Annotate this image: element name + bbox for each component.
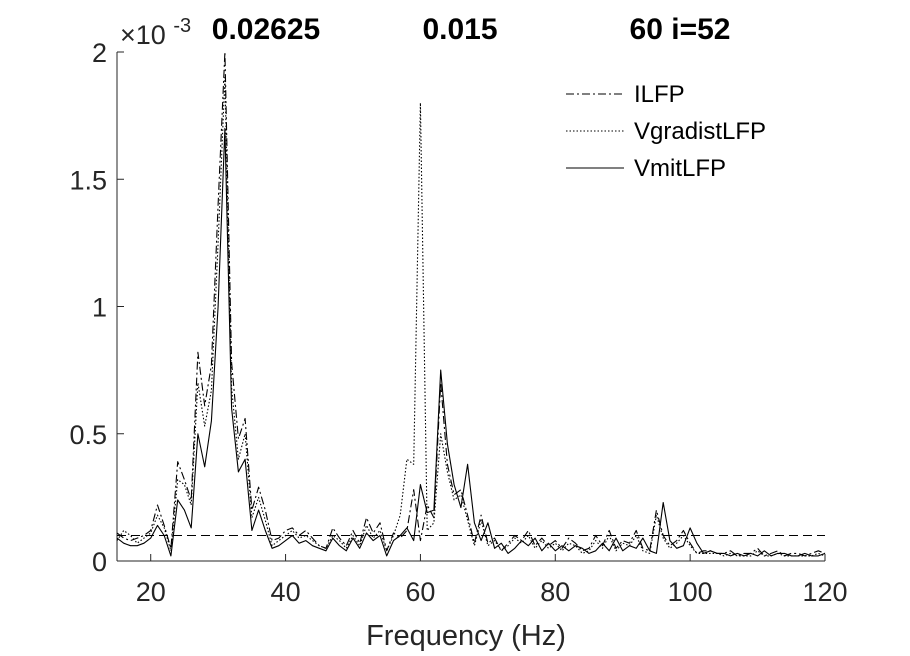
x-tick-label: 120 (802, 577, 847, 607)
y-tick-label: 1.5 (69, 165, 107, 195)
x-tick-label: 100 (668, 577, 713, 607)
series-line-vgradistlfp (116, 76, 826, 557)
y-tick-label: 0 (92, 547, 107, 577)
y-exponent-label: ×10 -3 (120, 15, 191, 50)
y-tick-label: 1 (92, 293, 107, 323)
x-tick-label: 20 (136, 577, 166, 607)
legend: ILFP VgradistLFP VmitLFP (566, 81, 766, 182)
y-exponent-base: ×10 (120, 20, 166, 50)
title-part-2: 0.015 (422, 13, 497, 46)
series-line-ilfp (116, 51, 826, 557)
y-tick-label: 0.5 (69, 420, 107, 450)
y-exponent-power: -3 (173, 15, 191, 37)
legend-label-vgradistlfp: VgradistLFP (634, 118, 766, 145)
y-tick-label: 2 (92, 38, 107, 68)
x-axis-label: Frequency (Hz) (366, 620, 566, 652)
legend-label-vmitlfp: VmitLFP (634, 155, 726, 182)
title-part-1: 0.02625 (212, 13, 320, 46)
x-tick-label: 80 (540, 577, 570, 607)
title-part-3: 60 i=52 (630, 13, 731, 46)
legend-label-ilfp: ILFP (634, 81, 685, 108)
x-tick-label: 60 (405, 577, 435, 607)
x-tick-label: 40 (271, 577, 301, 607)
series-line-vmitlfp (116, 127, 826, 557)
